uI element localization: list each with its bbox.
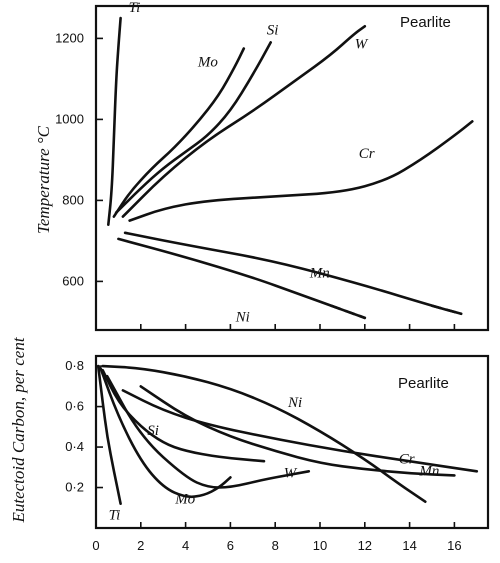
y-tick-label: 1200	[55, 30, 84, 45]
series-label-w: W	[284, 465, 298, 481]
series-label-si: Si	[267, 22, 279, 38]
curve-mn	[123, 231, 463, 316]
curve-mo	[112, 47, 246, 218]
curve-ni-extrapolated	[329, 304, 367, 320]
series-label-cr: Cr	[399, 451, 415, 467]
top-pearlite-label: Pearlite	[400, 14, 451, 31]
series-label-cr: Cr	[359, 146, 375, 162]
curve-cr	[128, 120, 474, 222]
x-tick-label: 16	[447, 538, 461, 553]
series-label-ti: Ti	[109, 508, 121, 524]
curve-w	[121, 25, 367, 218]
y-tick-label: 0·8	[65, 358, 84, 373]
curve-mn	[139, 385, 456, 477]
curve-mn-extrapolated	[430, 304, 463, 316]
curve-ti	[96, 364, 122, 505]
y-tick-label: 0·2	[65, 480, 84, 495]
series-label-mn: Mn	[309, 265, 330, 281]
plot-frame	[94, 4, 490, 332]
y-tick-label: 600	[62, 273, 84, 288]
series-label-ni: Ni	[235, 310, 250, 326]
series-label-mo: Mo	[197, 55, 218, 71]
y-tick-label: 800	[62, 192, 84, 207]
panel-carbon: 0·2 0·4 0·6 0·8 0 2 4 6 8 10 12 14 16 Ti Mo Si W Cr Ni Mn	[65, 354, 490, 553]
series-label-w: W	[355, 36, 369, 52]
x-tick-label: 14	[402, 538, 416, 553]
y-tick-label: 0·6	[65, 399, 84, 414]
x-tick-label: 6	[227, 538, 234, 553]
x-tick-label: 8	[272, 538, 279, 553]
panel-temperature: 600 800 1000 1200 Ti Mo Si W Cr Mn Ni	[55, 0, 490, 332]
x-tick-label: 12	[358, 538, 372, 553]
x-tick-label: 2	[137, 538, 144, 553]
curve-ti	[107, 16, 122, 226]
curve-ni	[117, 237, 367, 320]
curve-cr	[121, 389, 479, 473]
curve-si	[101, 368, 266, 463]
plot-frame	[94, 354, 490, 530]
top-y-axis-label: Temperature °C	[34, 125, 53, 234]
y-tick-label: 1000	[55, 111, 84, 126]
x-tick-label: 4	[182, 538, 189, 553]
curve-ni	[101, 364, 427, 503]
bottom-y-axis-label: Eutectoid Carbon, per cent	[9, 336, 28, 523]
bottom-pearlite-label: Pearlite	[398, 375, 449, 392]
curve-w	[105, 374, 311, 489]
curve-mo	[99, 366, 232, 499]
series-label-mo: Mo	[174, 492, 195, 508]
y-tick-label: 0·4	[65, 439, 84, 454]
series-label-ni: Ni	[287, 395, 302, 411]
series-label-ti: Ti	[129, 0, 141, 16]
x-tick-label: 10	[313, 538, 327, 553]
x-tick-label: 0	[92, 538, 99, 553]
series-label-mn: Mn	[418, 463, 439, 479]
series-label-si: Si	[147, 423, 159, 439]
curve-si	[114, 41, 272, 214]
